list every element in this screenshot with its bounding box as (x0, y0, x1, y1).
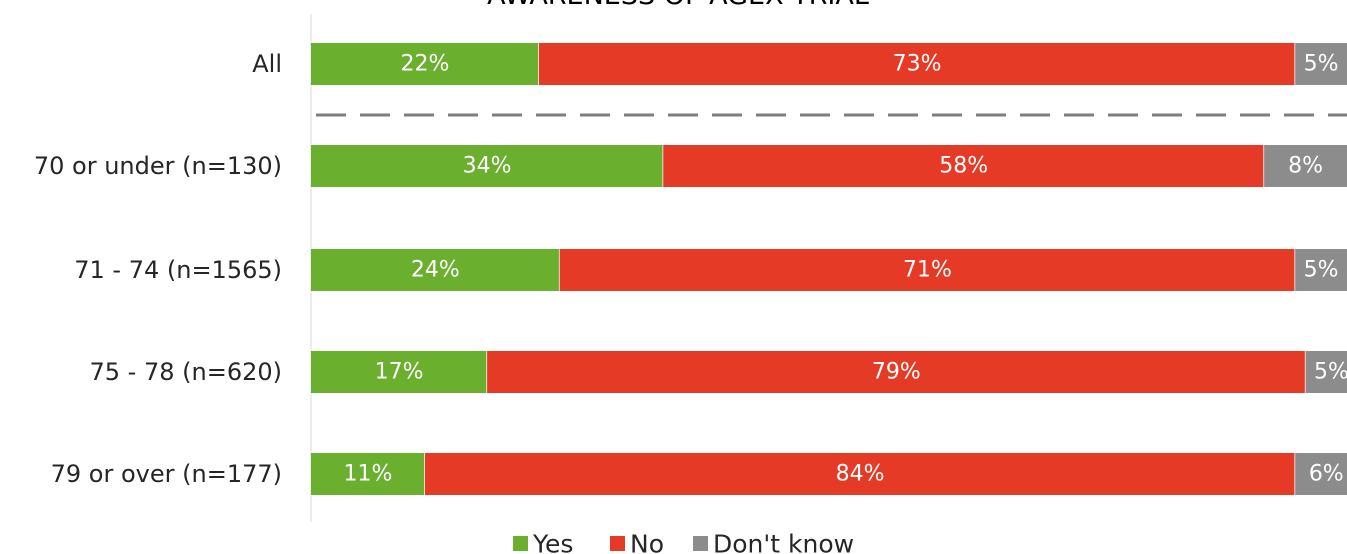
legend-swatch-don-t-know (693, 536, 708, 551)
chart-title: AWARENESS OF AGEX TRIAL (487, 0, 869, 11)
category-label: All (252, 50, 282, 78)
category-labels-layer: All 70 or under (n=130) 71 - 74 (n=1565) 75… (34, 50, 282, 488)
bar-segment-yes (311, 351, 488, 393)
category-label: 71 - 74 (n=1565) (74, 256, 282, 284)
bar-segment-don-t-know (1295, 249, 1347, 291)
legend: Yes No Don't know (513, 530, 854, 554)
data-label: 17% (375, 360, 424, 385)
bar-segment-no (538, 43, 1296, 85)
data-label: 8% (1288, 154, 1323, 179)
data-label: 34% (463, 154, 512, 179)
data-label: 24% (411, 258, 460, 283)
data-label: 71% (903, 258, 952, 283)
bar-segment-no (424, 453, 1296, 495)
data-label: 5% (1314, 360, 1347, 385)
legend-swatch-no (610, 536, 625, 551)
data-label: 84% (836, 462, 885, 487)
bar-segment-yes (311, 145, 664, 187)
data-label: 6% (1309, 462, 1344, 487)
bar-segment-yes (311, 249, 560, 291)
category-label: 75 - 78 (n=620) (90, 358, 282, 386)
bar-segment-no (559, 249, 1296, 291)
bar-segment-don-t-know (1295, 43, 1347, 85)
bars-layer: 22% 73% 5% 34% 58% 8% 24% 71% 5% 17% 79% 5% 11% 84% 6% (311, 43, 1347, 495)
data-label: 11% (344, 462, 393, 487)
data-label: 22% (401, 52, 450, 77)
legend-label: Don't know (713, 530, 854, 554)
data-label: 73% (893, 52, 942, 77)
category-label: 79 or over (n=177) (51, 460, 282, 488)
bar-segment-yes (311, 453, 425, 495)
data-label: 79% (872, 360, 921, 385)
legend-swatch-yes (513, 536, 528, 551)
bar-segment-don-t-know (1264, 145, 1347, 187)
bar-segment-no (663, 145, 1265, 187)
legend-label: No (630, 530, 664, 554)
bar-segment-don-t-know (1295, 453, 1347, 495)
data-label: 5% (1304, 52, 1339, 77)
bar-segment-no (487, 351, 1306, 393)
bar-segment-don-t-know (1305, 351, 1347, 393)
data-label: 5% (1304, 258, 1339, 283)
category-label: 70 or under (n=130) (34, 152, 282, 180)
legend-label: Yes (532, 530, 573, 554)
bar-segment-yes (311, 43, 539, 85)
data-label: 58% (939, 154, 988, 179)
